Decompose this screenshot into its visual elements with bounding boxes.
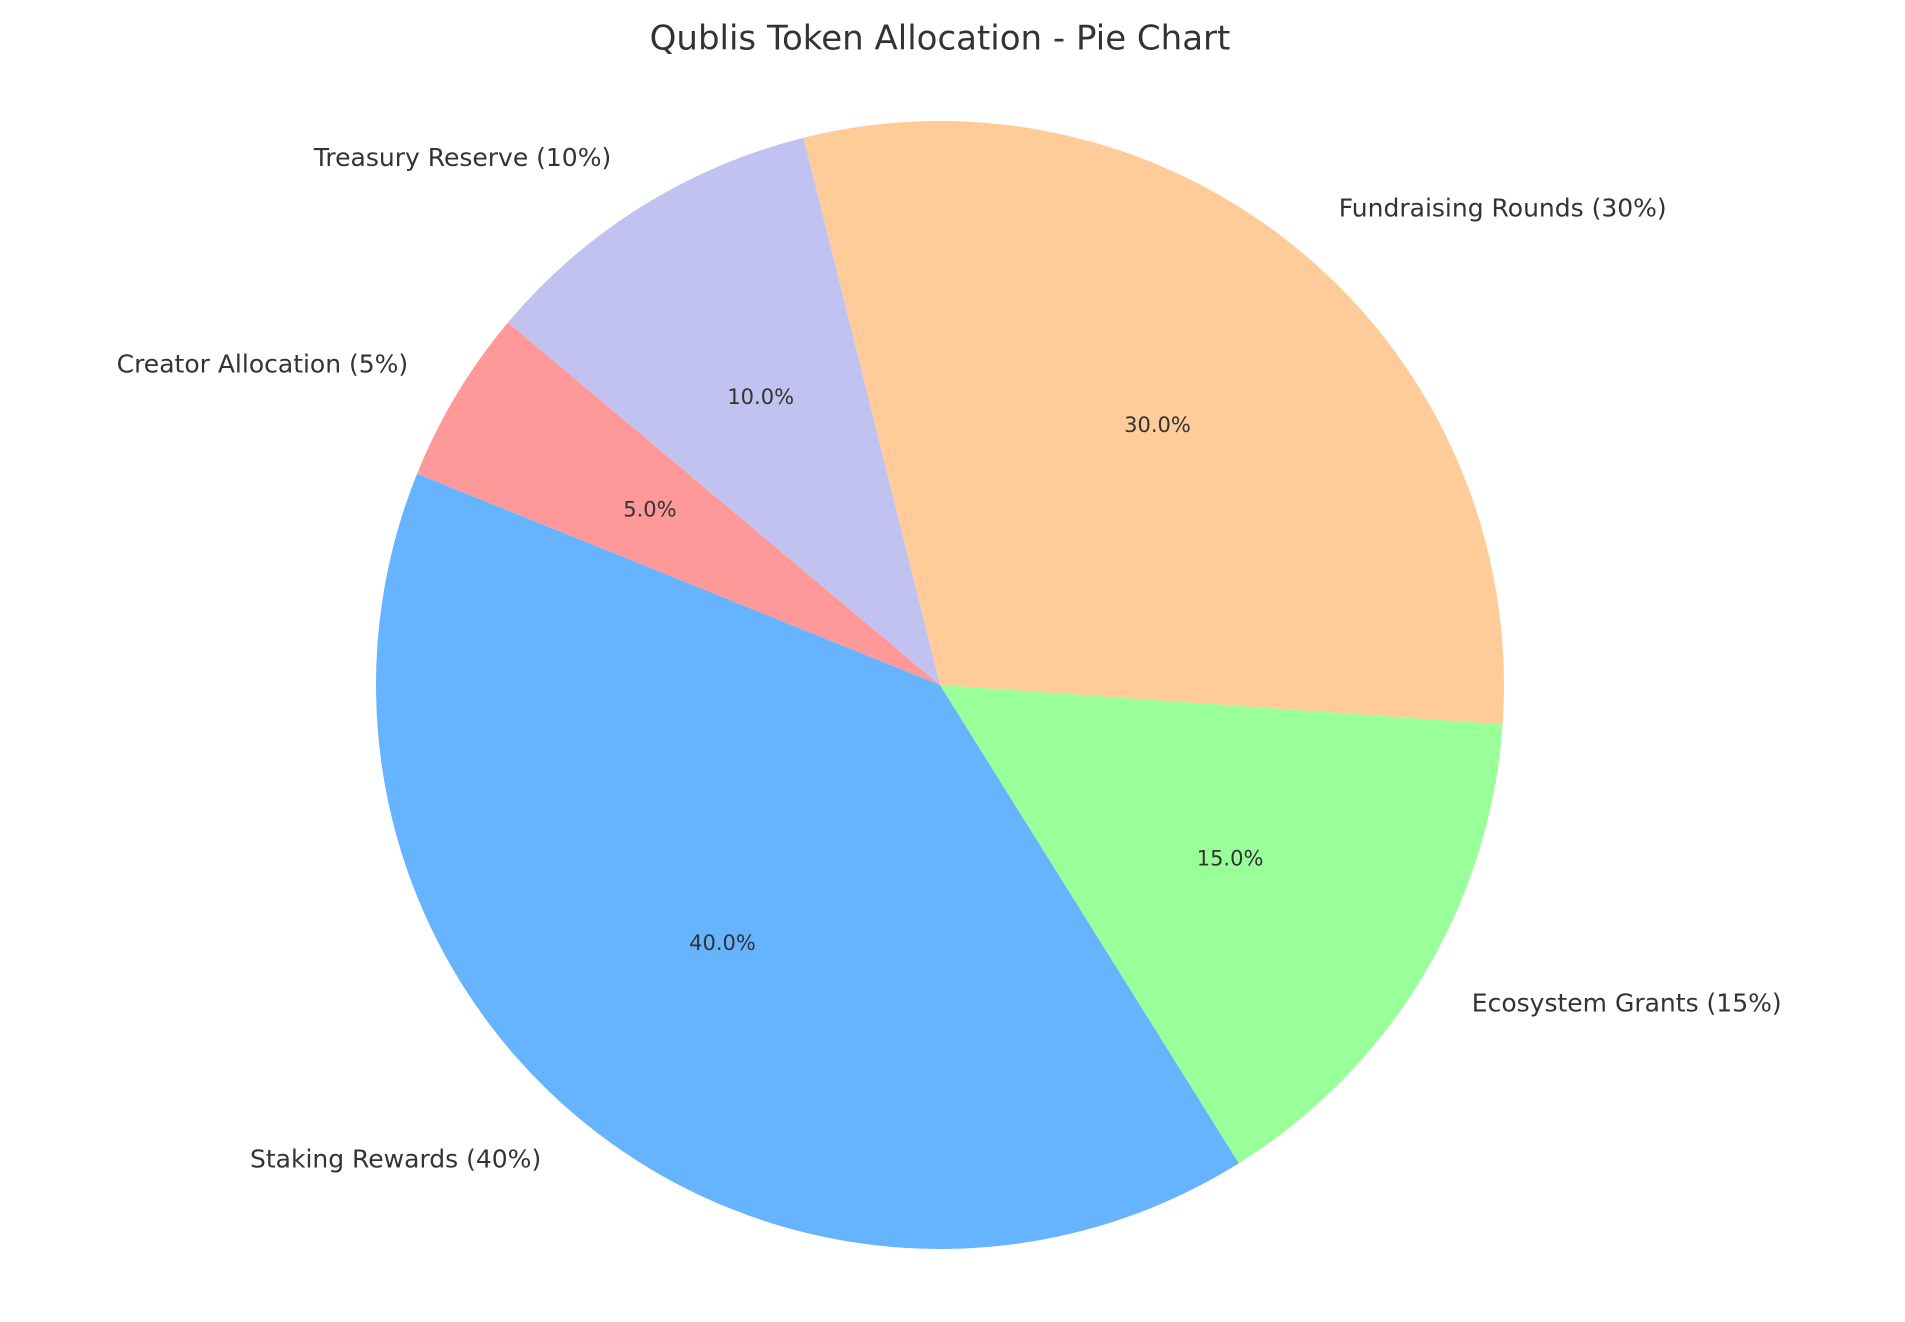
pie-slice — [375, 473, 1239, 1249]
percent-label: 5.0% — [623, 498, 676, 522]
percent-label: 40.0% — [689, 931, 756, 955]
percent-label: 10.0% — [727, 385, 794, 409]
percent-label: 30.0% — [1124, 413, 1191, 437]
slice-label: Staking Rewards (40%) — [250, 1144, 541, 1173]
slice-label: Ecosystem Grants (15%) — [1472, 989, 1782, 1018]
slice-label: Treasury Reserve (10%) — [313, 143, 611, 172]
slice-label: Fundraising Rounds (30%) — [1339, 194, 1667, 223]
slice-label: Creator Allocation (5%) — [117, 349, 409, 378]
percent-label: 15.0% — [1197, 846, 1264, 870]
chart-title: Qublis Token Allocation - Pie Chart — [650, 19, 1231, 59]
pie-slice — [803, 120, 1504, 725]
pie-slice — [507, 137, 940, 686]
pie-slice — [940, 685, 1503, 1164]
pie-slice — [417, 322, 940, 685]
